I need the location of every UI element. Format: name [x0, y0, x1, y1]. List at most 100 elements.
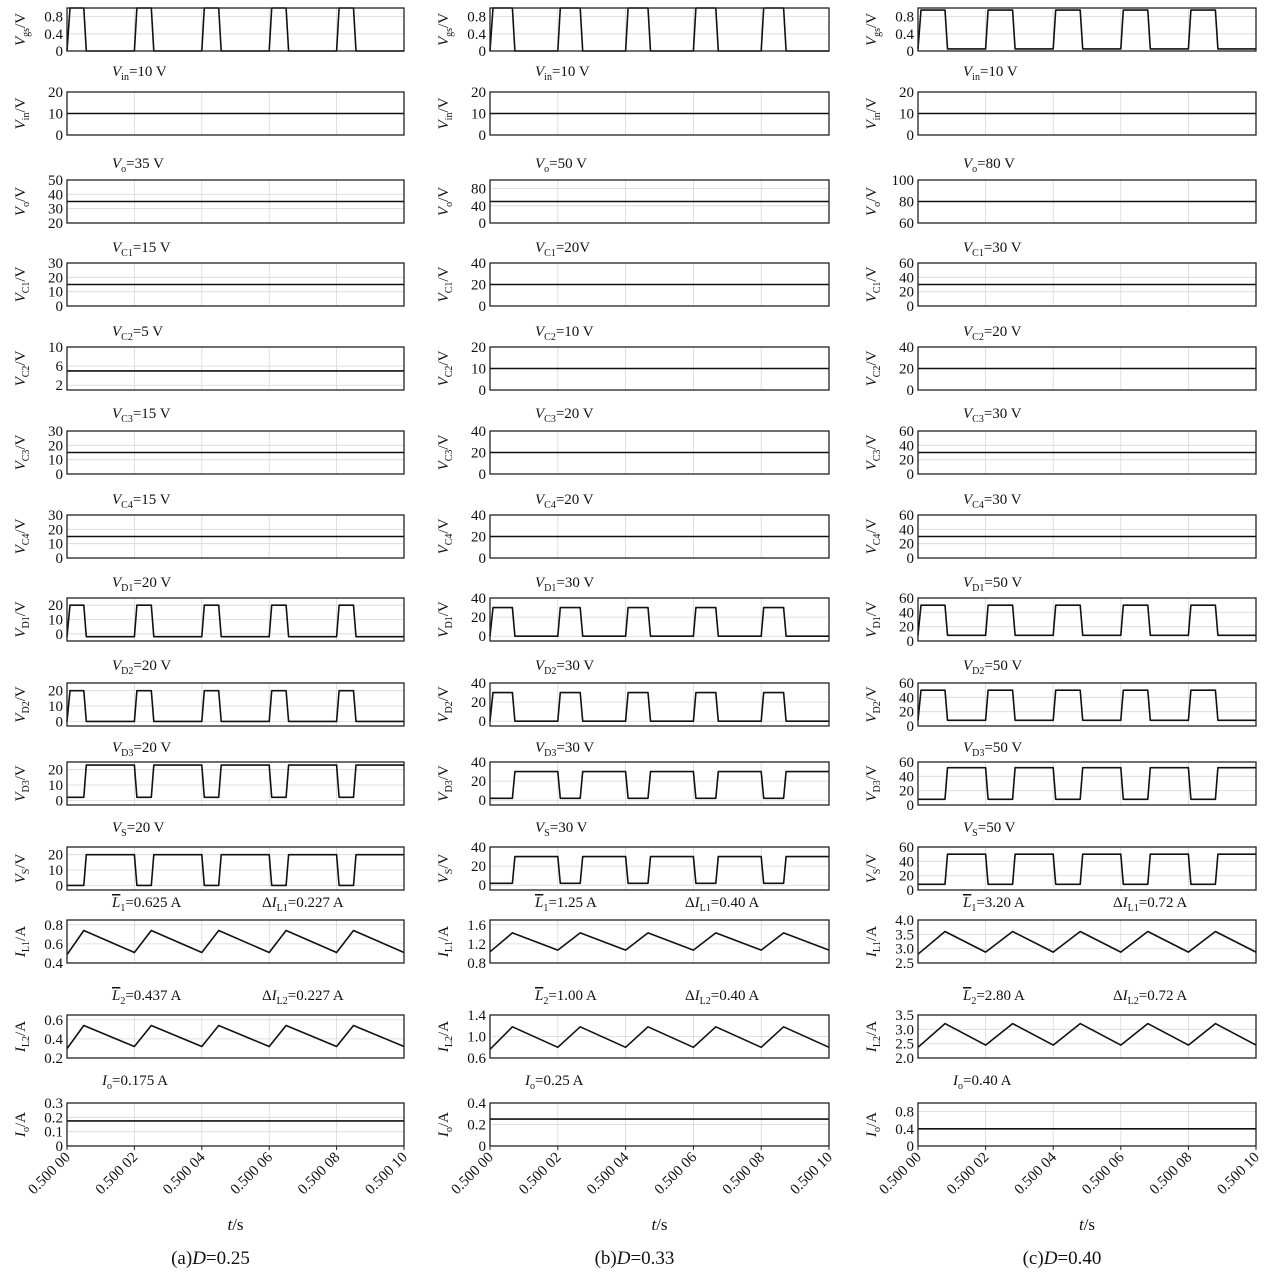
y-tick-label: 0.8 — [44, 918, 63, 934]
y-tick-label: 0 — [479, 629, 487, 645]
y-axis-label: VC2/V — [436, 350, 455, 386]
y-tick-label: 0 — [56, 551, 64, 567]
panel-vin-v: 20 10 0 Vin/V — [436, 85, 830, 144]
value-annotation: VC1=15 V — [112, 240, 171, 259]
y-tick-label: 0 — [907, 634, 915, 650]
y-axis-label: IL1/A — [864, 926, 883, 958]
plot-frame — [66, 430, 405, 475]
y-tick-label: 20 — [899, 620, 914, 636]
plot-frame — [66, 7, 405, 52]
y-tick-label: 0 — [907, 1139, 915, 1155]
plot-frame — [66, 91, 405, 136]
y-tick-label: 20 — [48, 684, 63, 700]
panel-vc2-v: 10 6 2 VC2/V — [13, 340, 405, 394]
y-tick-label: 0.6 — [44, 1013, 63, 1029]
y-tick-label: 0 — [907, 883, 915, 899]
y-tick-label: 10 — [48, 778, 63, 794]
ripple-annotation: ΔIL2=0.72 A — [1113, 988, 1187, 1007]
y-tick-label: 0 — [479, 383, 487, 399]
y-tick-label: 2.0 — [895, 1051, 914, 1067]
plot-frame — [66, 761, 405, 806]
y-tick-label: 10 — [48, 107, 63, 123]
plot-frame — [66, 262, 405, 307]
ripple-annotation: ΔIL1=0.40 A — [685, 895, 759, 914]
y-tick-label: 40 — [471, 199, 486, 215]
value-annotation: VC3=30 V — [963, 406, 1022, 425]
y-tick-label: 0 — [907, 299, 915, 315]
y-axis-label: VC4/V — [864, 518, 883, 554]
y-tick-label: 0.4 — [895, 1122, 914, 1138]
y-tick-label: 40 — [899, 340, 914, 356]
value-annotation: L2=0.437 A — [111, 988, 181, 1007]
plot-frame — [917, 430, 1257, 475]
y-tick-label: 0.4 — [44, 956, 63, 972]
y-tick-label: 0 — [56, 878, 64, 894]
plot-frame — [489, 179, 830, 224]
x-tick-label: 0.500 04 — [160, 1149, 209, 1198]
chart-column-2: 0.80.40Vgs/V20100Vin/V80400Vo/V40200VC1/… — [436, 7, 836, 1269]
plot-frame — [917, 91, 1257, 136]
y-tick-label: 0.2 — [44, 1110, 63, 1126]
y-tick-label: 40 — [471, 508, 486, 524]
y-tick-label: 0.8 — [44, 10, 63, 26]
y-axis-label: VD3/V — [436, 765, 455, 802]
y-axis-label: VC4/V — [436, 518, 455, 554]
panel-vin-v: 20 10 0 Vin/V — [13, 85, 405, 144]
value-annotation: VD1=20 V — [112, 575, 171, 594]
waveform-line — [489, 932, 830, 953]
y-axis-label: VD2/V — [436, 686, 455, 723]
panel-vgs-v: 0.80.40 Vgs/V — [864, 7, 1257, 60]
y-tick-label: 0 — [479, 44, 487, 60]
y-tick-label: 0 — [907, 128, 915, 144]
plot-frame — [489, 1014, 830, 1059]
x-tick-label: 0.500 06 — [652, 1149, 701, 1198]
value-annotation: Vo=35 V — [112, 156, 164, 175]
plot-frame — [66, 919, 405, 964]
value-annotation: VC3=15 V — [112, 406, 171, 425]
waveform-line — [918, 766, 1256, 801]
y-tick-label: 60 — [899, 840, 914, 856]
chart-column-1: 0.80.40Vgs/V20100Vin/V50403020Vo/V302010… — [13, 7, 411, 1269]
y-axis-label: VS/V — [436, 853, 455, 883]
y-tick-label: 0.4 — [895, 27, 914, 43]
value-annotation: L1=1.25 A — [534, 895, 597, 914]
y-tick-label: 0 — [479, 793, 487, 809]
y-tick-label: 30 — [48, 202, 63, 218]
waveform-line — [917, 1022, 1257, 1048]
y-tick-label: 0 — [479, 1139, 487, 1155]
ripple-annotation: ΔIL1=0.72 A — [1113, 895, 1187, 914]
waveform-line — [66, 929, 405, 956]
x-axis-title: t/s — [1079, 1215, 1095, 1234]
y-tick-label: 0.8 — [467, 956, 486, 972]
plot-frame — [917, 262, 1257, 307]
y-tick-label: 0 — [907, 719, 915, 735]
y-tick-label: 40 — [471, 676, 486, 692]
y-axis-label: Io/A — [864, 1112, 883, 1138]
y-tick-label: 10 — [48, 863, 63, 879]
y-tick-label: 20 — [48, 522, 63, 538]
y-axis-label: VD3/V — [13, 765, 32, 802]
waveform-line — [490, 770, 829, 800]
value-annotation: Io=0.175 A — [101, 1073, 168, 1092]
y-tick-label: 40 — [471, 424, 486, 440]
y-tick-label: 20 — [899, 453, 914, 469]
value-annotation: VD1=50 V — [963, 575, 1022, 594]
waveform-line — [490, 855, 829, 885]
x-tick-label: 0.500 10 — [787, 1150, 835, 1198]
y-axis-label: VS/V — [864, 853, 883, 883]
subfigure-caption: (b)D=0.33 — [595, 1248, 675, 1269]
waveform-line — [66, 1024, 405, 1050]
value-annotation: L2=2.80 A — [962, 988, 1025, 1007]
panel-vin-v: 20 10 0 Vin/V — [864, 85, 1257, 144]
y-tick-label: 20 — [899, 85, 914, 101]
chart-column-3: 0.80.40Vgs/V20100Vin/V1008060Vo/V6040200… — [864, 7, 1263, 1269]
panel-vo-v: 100 80 60 Vo/V — [864, 173, 1257, 232]
panel-il2-a: 1.4 1.0 0.6 IL2/A — [436, 1008, 830, 1067]
y-tick-label: 20 — [48, 598, 63, 614]
